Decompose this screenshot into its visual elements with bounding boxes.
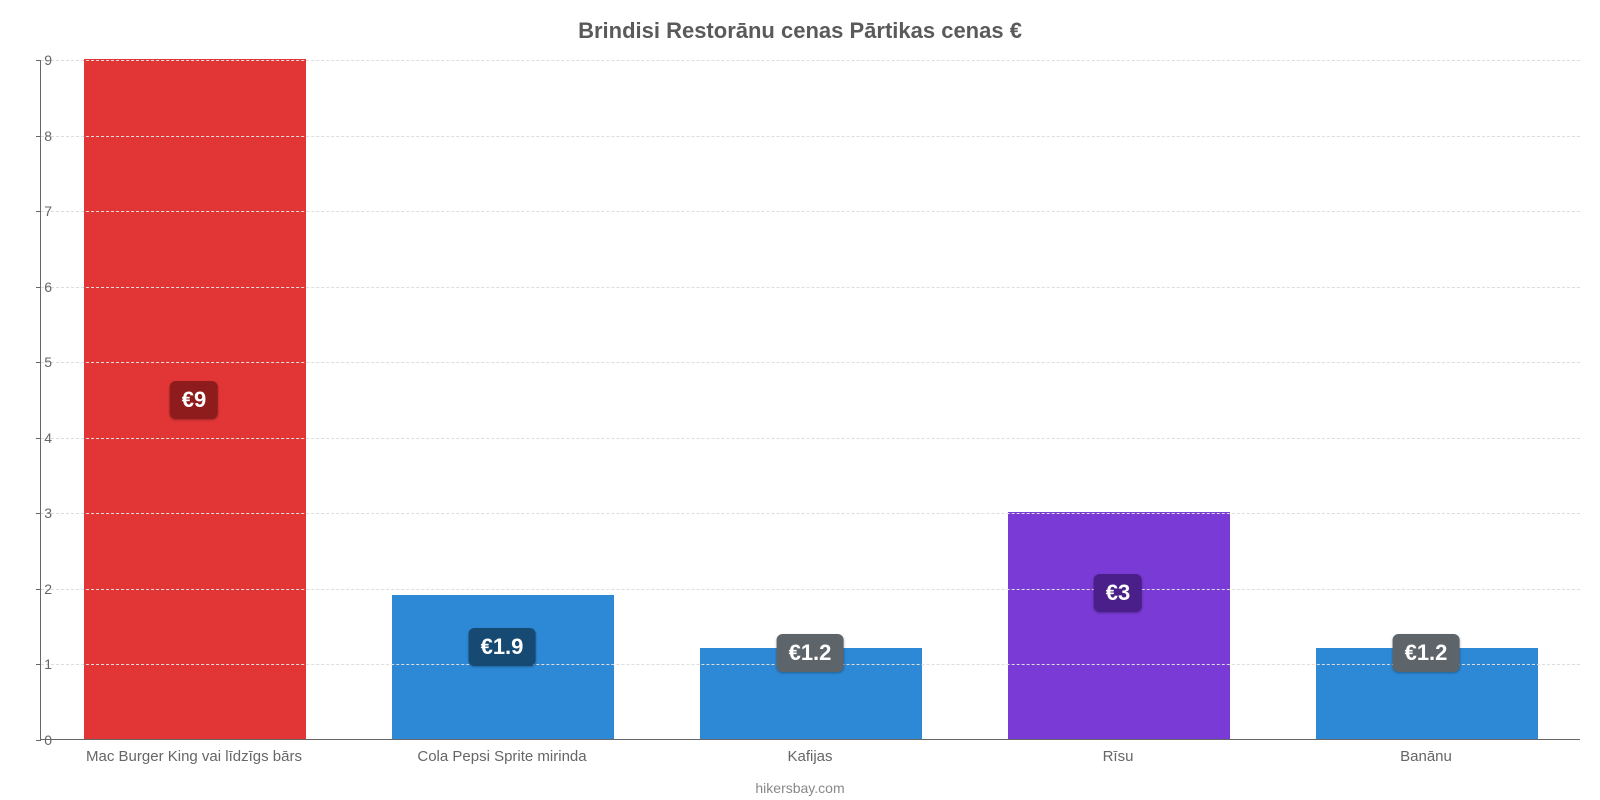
x-tick-label: Cola Pepsi Sprite mirinda	[417, 748, 586, 765]
gridline	[41, 589, 1580, 590]
y-tick-label: 7	[22, 203, 52, 219]
gridline	[41, 211, 1580, 212]
chart-title: Brindisi Restorānu cenas Pārtikas cenas …	[0, 18, 1600, 44]
y-tick-label: 4	[22, 430, 52, 446]
y-tick-label: 5	[22, 354, 52, 370]
bar-value-label: €3	[1094, 574, 1142, 612]
y-tick-label: 6	[22, 279, 52, 295]
x-tick-label: Mac Burger King vai līdzīgs bārs	[86, 748, 302, 765]
gridline	[41, 438, 1580, 439]
bar-value-label: €9	[170, 381, 218, 419]
gridline	[41, 136, 1580, 137]
y-tick-label: 8	[22, 128, 52, 144]
bar	[392, 595, 614, 739]
gridline	[41, 60, 1580, 61]
chart-credit: hikersbay.com	[0, 780, 1600, 796]
gridline	[41, 287, 1580, 288]
y-tick-label: 3	[22, 505, 52, 521]
gridline	[41, 513, 1580, 514]
x-tick-label: Kafijas	[787, 748, 832, 765]
y-tick-label: 9	[22, 52, 52, 68]
bar-value-label: €1.9	[469, 628, 536, 666]
y-tick-label: 0	[22, 732, 52, 748]
x-tick-label: Rīsu	[1103, 748, 1134, 765]
gridline	[41, 362, 1580, 363]
bar	[1008, 512, 1230, 739]
y-tick-label: 2	[22, 581, 52, 597]
price-bar-chart: Brindisi Restorānu cenas Pārtikas cenas …	[0, 0, 1600, 800]
x-tick-label: Banānu	[1400, 748, 1452, 765]
bar-value-label: €1.2	[777, 634, 844, 672]
y-tick-label: 1	[22, 656, 52, 672]
bar-value-label: €1.2	[1393, 634, 1460, 672]
